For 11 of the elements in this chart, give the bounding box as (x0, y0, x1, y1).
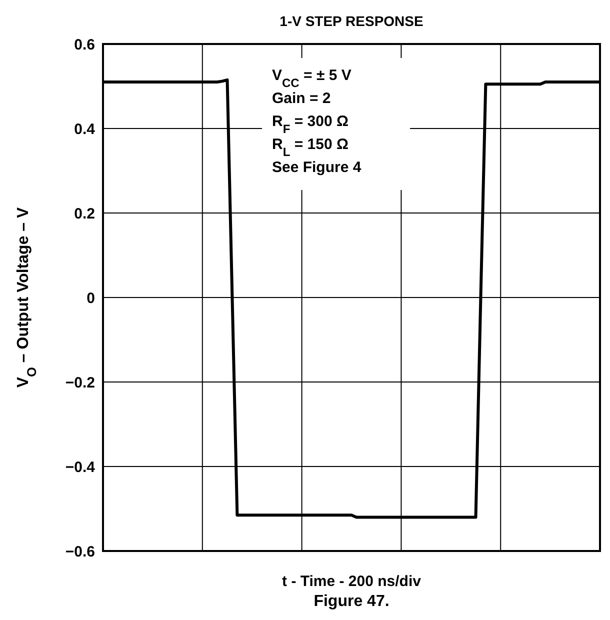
caption: Figure 47. (314, 593, 390, 610)
chart-title: 1-V STEP RESPONSE (280, 13, 424, 29)
note-box: V$_{CC}$ = ± 5 V Gain = 2 R$_{F}$ = 300 Ω R$_{L}$ = 150 Ω See Figure 4 (262, 58, 410, 190)
y-tick-label: 0.4 (74, 120, 96, 138)
x-axis-title: t - Time - 200 ns/div (282, 573, 422, 590)
y-tick-label: −0.2 (65, 374, 95, 392)
y-tick-label: 0.6 (74, 36, 95, 54)
y-tick-label: 0 (86, 290, 95, 307)
y-tick-label: 0.2 (74, 205, 95, 222)
y-tick-label: −0.6 (65, 543, 95, 560)
y-tick-label: −0.4 (65, 458, 96, 476)
